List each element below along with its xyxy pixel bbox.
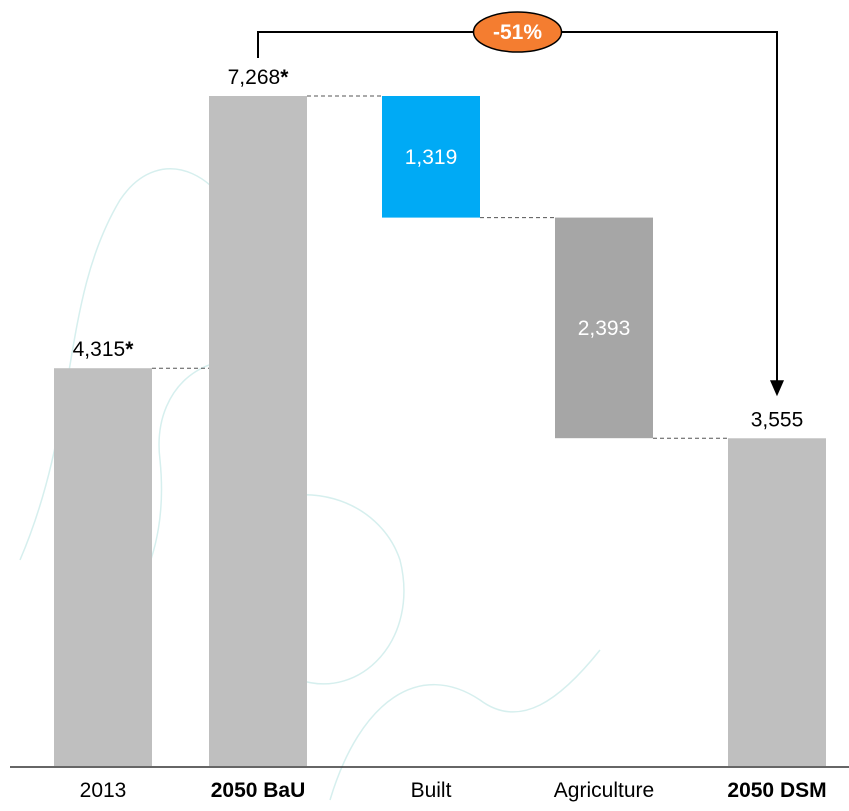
x-tick-label: Agriculture <box>554 779 654 802</box>
data-label: 4,315* <box>73 338 135 361</box>
arrow-head <box>770 380 784 397</box>
change-annotation: -51% <box>257 11 784 397</box>
bar <box>382 96 480 218</box>
x-tick-label: 2050 BaU <box>211 779 306 802</box>
bar <box>209 96 307 766</box>
x-tick-label: Built <box>411 779 452 802</box>
x-tick-label: 2013 <box>80 779 127 802</box>
x-tick-label: 2050 DSM <box>727 779 826 802</box>
data-label: 2,393 <box>578 317 631 340</box>
bar <box>555 217 653 439</box>
annotation: -51% <box>493 21 542 44</box>
badge <box>472 11 563 53</box>
bar <box>54 368 152 766</box>
data-label: 7,268* <box>228 66 290 89</box>
bracket <box>257 31 778 383</box>
data-label: 1,319 <box>405 146 458 169</box>
bar <box>728 438 826 766</box>
data-label: 3,555 <box>751 408 804 431</box>
